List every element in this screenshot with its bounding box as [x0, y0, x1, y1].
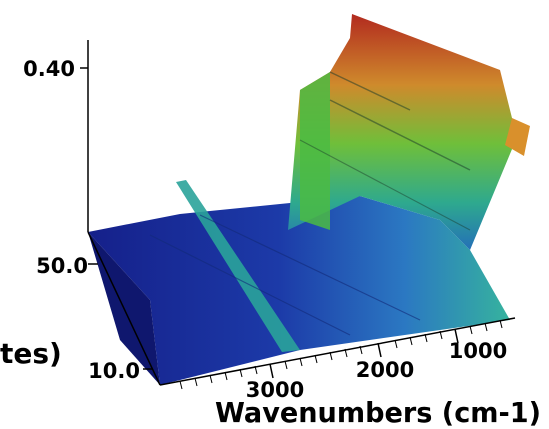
x-axis: 3000 2000 1000 Wavenumbers (cm-1) — [159, 317, 541, 429]
surface — [88, 14, 530, 385]
surface-peak-ridge — [176, 180, 300, 352]
surface-slice-line — [329, 71, 411, 111]
z-axis: 0.40 — [23, 40, 89, 232]
y-axis-title: tes) — [0, 337, 62, 370]
surface-slice-line — [199, 214, 421, 321]
surface-slice-line — [329, 99, 471, 171]
x-axis-title: Wavenumbers (cm-1) — [215, 396, 541, 429]
y-axis-line — [87, 231, 161, 386]
z-tick-label: 0.40 — [23, 57, 75, 81]
surface-rising-wall — [288, 14, 520, 250]
x-tick-label: 2000 — [356, 358, 414, 382]
x-axis-tick — [377, 342, 382, 358]
x-tick-label: 1000 — [449, 339, 507, 363]
y-tick-label: 50.0 — [36, 254, 88, 278]
surface-orange-edge — [505, 118, 530, 156]
surface-slice-line — [299, 139, 471, 231]
y-axis: 50.0 10.0 tes) — [0, 231, 161, 386]
surface-green-band — [300, 72, 330, 230]
x-axis-tick — [269, 363, 274, 379]
surface-floor — [88, 196, 510, 385]
y-tick-label: 10.0 — [88, 359, 140, 383]
surface-slice-line — [149, 234, 351, 336]
x-axis-tick — [454, 328, 459, 344]
x-axis-minor-ticks — [179, 319, 503, 390]
x-tick-label: 3000 — [246, 378, 304, 402]
x-axis-line — [159, 317, 516, 386]
